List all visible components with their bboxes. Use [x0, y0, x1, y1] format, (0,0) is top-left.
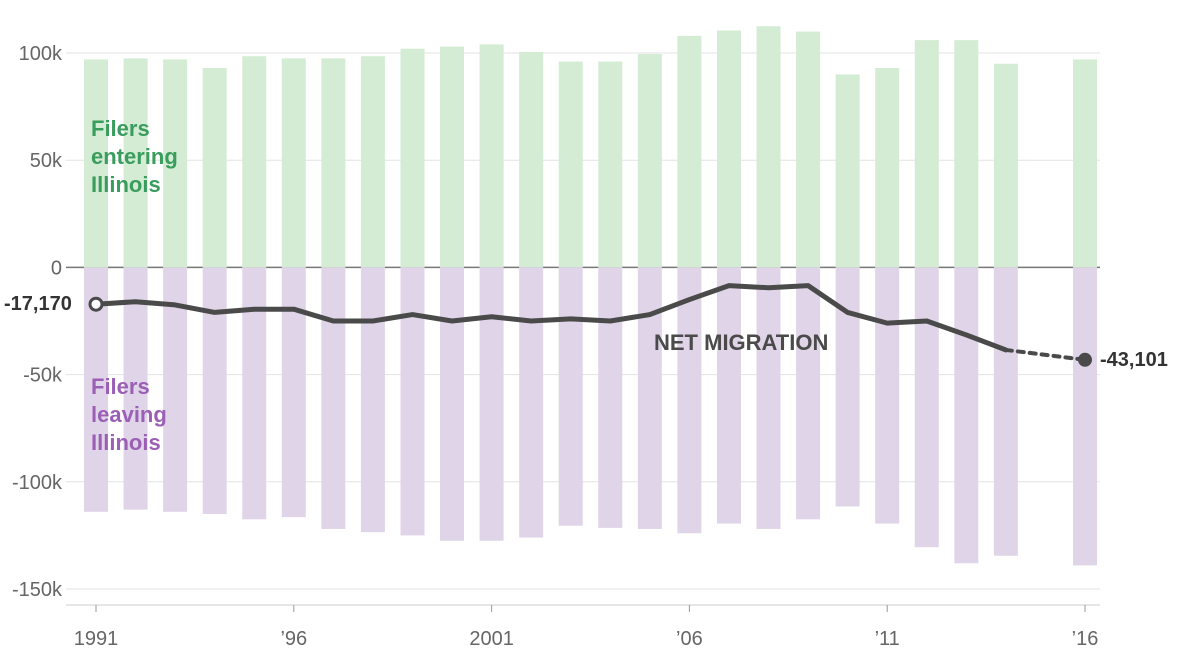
bar-entering — [677, 35, 702, 268]
x-tick-label: ’06 — [676, 628, 703, 650]
bar-entering — [281, 58, 306, 268]
bar-leaving — [519, 267, 544, 538]
annotations: Filers entering Illinois Filers leaving … — [4, 116, 1168, 455]
bar-leaving — [360, 267, 385, 533]
y-tick-label: 50k — [30, 150, 63, 172]
net-migration-line-dashed — [1003, 347, 1087, 362]
bar-entering — [756, 26, 781, 268]
bar-leaving — [914, 267, 939, 548]
net-migration-line — [93, 283, 1009, 353]
bar-entering — [242, 56, 267, 268]
net-migration-label: NET MIGRATION — [654, 330, 828, 355]
bar-entering — [637, 54, 662, 268]
bar-leaving — [242, 267, 267, 520]
bar-entering — [835, 74, 860, 268]
y-tick-label: -100k — [12, 472, 63, 494]
bar-entering — [123, 58, 148, 268]
bar-entering — [875, 68, 900, 268]
bar-leaving — [835, 267, 860, 507]
end-point — [1078, 352, 1092, 367]
x-tick-label: ’16 — [1072, 628, 1099, 650]
bar-entering — [163, 59, 188, 268]
y-axis: 100k 50k 0 -50k -100k -150k — [12, 43, 63, 601]
bar-leaving — [716, 267, 741, 524]
bar-leaving — [479, 267, 504, 541]
x-tick-label: 1991 — [74, 628, 119, 650]
bar-entering — [796, 31, 821, 268]
y-tick-label: 100k — [19, 43, 63, 65]
leaving-label-line-2: leaving — [91, 402, 167, 427]
bar-leaving — [123, 267, 148, 510]
end-value-label: -43,101 — [1100, 349, 1168, 371]
bar-leaving — [202, 267, 227, 514]
entering-label-line-3: Illinois — [91, 172, 161, 197]
bar-leaving — [875, 267, 900, 524]
x-tick-label: 2001 — [469, 628, 514, 650]
bar-leaving — [954, 267, 979, 564]
bar-entering — [993, 63, 1018, 268]
bar-entering — [84, 59, 108, 268]
bar-entering — [914, 40, 939, 268]
bar-leaving — [598, 267, 623, 528]
bar-entering — [954, 40, 979, 268]
leaving-label-line-1: Filers — [91, 374, 150, 399]
x-tick-label: ’96 — [280, 628, 307, 650]
bar-leaving — [281, 267, 306, 518]
net-migration-line-group — [88, 283, 1092, 367]
bar-entering — [440, 46, 465, 268]
bar-leaving — [558, 267, 583, 526]
y-tick-label: -50k — [23, 365, 63, 387]
x-tick-label: ’11 — [875, 628, 900, 650]
start-point — [88, 296, 104, 312]
bar-entering — [1073, 59, 1097, 268]
bar-leaving — [756, 267, 781, 529]
bar-leaving — [400, 267, 425, 536]
bar-entering — [716, 30, 741, 268]
bar-leaving — [993, 267, 1018, 556]
bar-leaving — [321, 267, 346, 529]
bar-entering — [400, 48, 425, 268]
bar-leaving — [440, 267, 465, 541]
bar-leaving — [637, 267, 662, 529]
bar-leaving — [677, 267, 702, 534]
y-tick-label: -150k — [12, 579, 63, 601]
start-value-label: -17,170 — [4, 293, 72, 315]
bar-entering — [321, 58, 346, 268]
x-axis: 1991 ’96 2001 ’06 ’11 ’16 — [66, 604, 1100, 650]
bar-entering — [360, 56, 385, 268]
y-tick-label: 0 — [51, 257, 62, 279]
entering-label-line-2: entering — [91, 144, 178, 169]
bar-entering — [202, 68, 227, 268]
bar-leaving — [796, 267, 821, 520]
bar-entering — [558, 61, 583, 268]
bar-entering — [519, 51, 544, 268]
entering-label-line-1: Filers — [91, 116, 150, 141]
leaving-label-line-3: Illinois — [91, 430, 161, 455]
bar-entering — [479, 44, 504, 268]
bars-group — [84, 26, 1097, 566]
bar-leaving — [1073, 267, 1097, 566]
bar-entering — [598, 61, 623, 268]
